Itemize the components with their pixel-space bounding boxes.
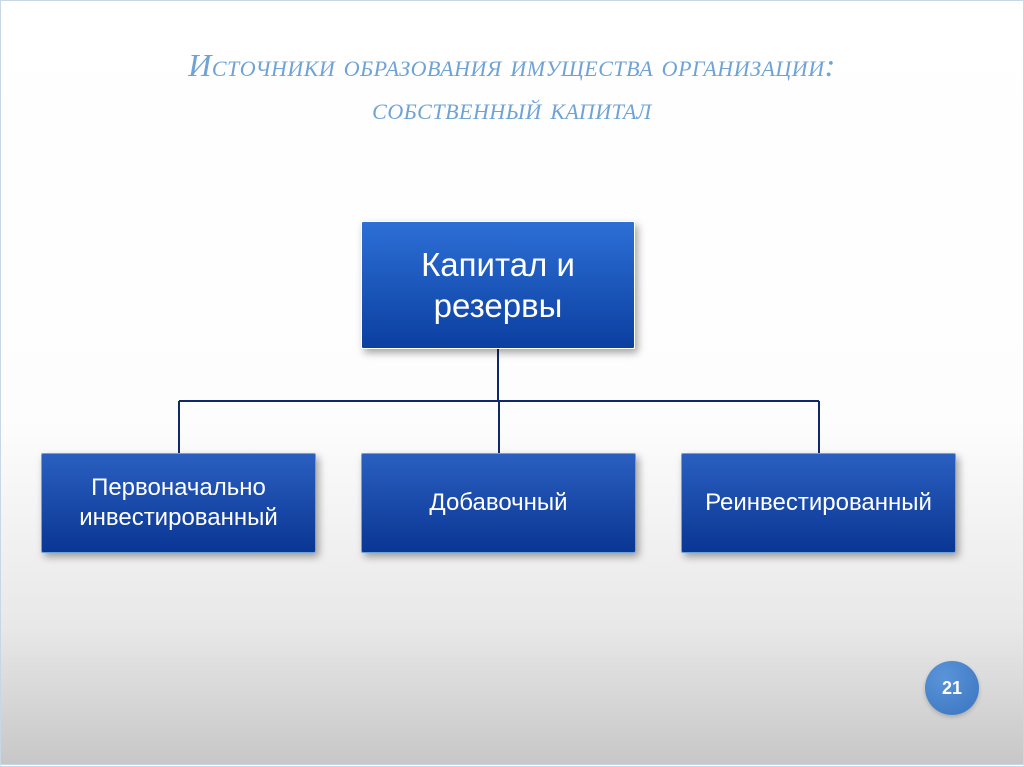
root-node-label: Капитал и	[421, 246, 575, 283]
org-chart: Капитал и резервы Первоначально инвестирова…	[1, 221, 1023, 581]
title-line2: собственный капитал	[1, 90, 1023, 127]
connector	[497, 349, 499, 401]
connector	[818, 401, 820, 453]
page-number-badge: 21	[925, 661, 979, 715]
child-node-0: Первоначально инвестированный	[41, 453, 316, 553]
root-node-label: резервы	[434, 287, 563, 324]
child-node-1: Добавочный	[361, 453, 636, 553]
root-node: Капитал и резервы	[361, 221, 635, 349]
child-node-1-label: Добавочный	[429, 489, 567, 516]
child-node-0-label: Первоначально	[91, 474, 266, 501]
page-number: 21	[942, 678, 962, 699]
child-node-2-label: Реинвестированный	[705, 489, 932, 516]
connector	[498, 401, 500, 453]
child-node-2: Реинвестированный	[681, 453, 956, 553]
slide: Источники образования имущества организа…	[0, 0, 1024, 767]
slide-title: Источники образования имущества организа…	[1, 47, 1023, 127]
connector	[178, 401, 180, 453]
title-line1: Источники образования имущества организа…	[1, 47, 1023, 84]
child-node-0-label: инвестированный	[79, 504, 278, 531]
